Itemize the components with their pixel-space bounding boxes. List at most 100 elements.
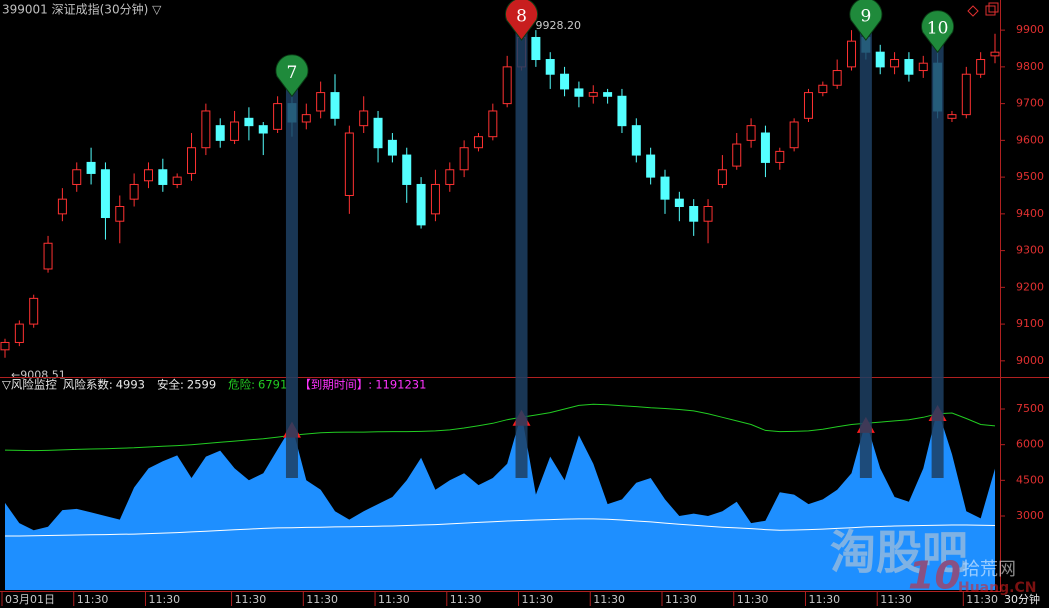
y-tick-label: 3000 (1016, 509, 1044, 522)
candle-body (588, 92, 598, 97)
period-label: 30分钟 (1004, 592, 1040, 606)
legend-text: 4993 (116, 378, 145, 392)
x-tick-label: 11:30 (378, 593, 410, 606)
candle-body (301, 114, 311, 123)
candle-body (230, 121, 240, 141)
candle-body (244, 117, 254, 127)
icon-diamond[interactable] (967, 5, 979, 17)
candle-body (373, 117, 383, 149)
y-tick-label: 9700 (1016, 97, 1044, 110)
candle-body (703, 206, 713, 222)
icon-restore-back[interactable] (988, 2, 999, 13)
candle-body (545, 59, 555, 75)
candle-body (890, 59, 900, 68)
candle-body (273, 103, 283, 130)
candle-body (0, 341, 10, 351)
candle-body (57, 198, 67, 215)
candle-body (660, 176, 670, 200)
x-tick-label: 11:30 (665, 593, 697, 606)
risk-line (4, 403, 996, 452)
legend-text: ▽风险监控 (2, 378, 57, 392)
candle-body (574, 88, 584, 97)
chart-title: 399001 深证成指(30分钟) ▽ (2, 2, 162, 17)
candle-body (531, 36, 541, 61)
candle-body (904, 59, 914, 75)
candle-body (430, 183, 440, 215)
signal-label: 9 (860, 7, 871, 27)
candle-body (72, 169, 82, 185)
candle-body (760, 132, 770, 163)
candle-body (617, 95, 627, 127)
candle-body (560, 73, 570, 90)
y-tick-label: 9000 (1016, 354, 1044, 367)
candle-body (115, 206, 125, 222)
candle-body (187, 147, 197, 174)
signal-pin (849, 0, 883, 41)
candle-body (158, 169, 168, 185)
x-tick-label: 11:30 (966, 593, 998, 606)
watermark-badge: 10 (908, 554, 961, 598)
candle-body (316, 92, 326, 112)
candle-body (990, 51, 1000, 57)
candle-body (473, 136, 483, 149)
legend-text: 6791 (258, 378, 287, 392)
x-tick-label: 11:30 (880, 593, 912, 606)
candle-body (803, 92, 813, 119)
x-tick-label: 11:30 (148, 593, 180, 606)
icon-restore[interactable] (985, 5, 996, 16)
y-tick-label: 9200 (1016, 280, 1044, 293)
candle-body (201, 110, 211, 149)
signal-bar (285, 88, 298, 478)
signal-pin (505, 0, 539, 41)
legend-text: 【到期时间】: (299, 378, 372, 392)
candle-body (789, 121, 799, 149)
signal-label: 10 (927, 19, 949, 39)
y-tick-label: 7500 (1016, 402, 1044, 415)
signal-bar (859, 32, 872, 478)
signal-bar (515, 32, 528, 478)
candle-body (961, 73, 971, 116)
candle-body (344, 132, 354, 196)
risk-line (5, 518, 996, 537)
signal-pin (921, 10, 955, 54)
candle-body (631, 125, 641, 156)
candle-body (416, 183, 426, 226)
y-tick-label: 9900 (1016, 23, 1044, 36)
y-tick-label: 9500 (1016, 170, 1044, 183)
x-tick-label: 11:30 (450, 593, 482, 606)
candle-body (689, 206, 699, 222)
candle-body (976, 59, 986, 75)
legend-text: 2599 (187, 378, 216, 392)
legend-text: 危险: (228, 378, 255, 392)
candle-body (14, 323, 24, 343)
candle-body (402, 154, 412, 185)
x-axis: 03月01日 11:30 11:30 11:30 11:30 11:30 11:30 11:3… (1, 592, 998, 606)
signal-pin (275, 54, 309, 98)
signal-label: 7 (287, 63, 298, 83)
x-tick-label: 11:30 (306, 593, 338, 606)
candle-body (674, 198, 684, 208)
candle-body (258, 125, 268, 134)
candle-body (445, 169, 455, 185)
candle-body (129, 183, 139, 200)
candle-body (603, 92, 613, 97)
y-tick-label: 9400 (1016, 207, 1044, 220)
watermark-domain: Huang.CN (958, 580, 1036, 596)
high-label: 9928.20 (536, 19, 582, 32)
low-label: ←9008.51 (11, 369, 66, 382)
candle-body (746, 125, 756, 141)
signal-label: 8 (516, 7, 527, 27)
window-icons (967, 2, 999, 17)
candle-body (502, 66, 512, 105)
candle-body (330, 92, 340, 119)
y-tick-label: 6000 (1016, 438, 1044, 451)
y-tick-label: 4500 (1016, 473, 1044, 486)
x-tick-label: 11:30 (737, 593, 769, 606)
candle-body (215, 125, 225, 141)
x-tick-label: 11:30 (808, 593, 840, 606)
candle-body (359, 110, 369, 127)
watermark: 淘股吧 10 拾荒网 Huang.CN (830, 526, 1036, 598)
candle-body (86, 161, 96, 174)
